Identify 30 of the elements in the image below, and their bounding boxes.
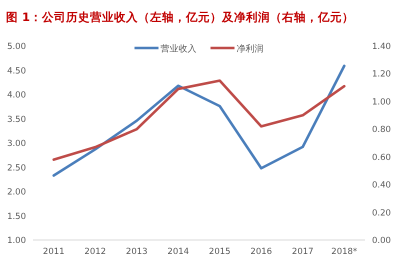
y-tick-label: 1.00	[7, 236, 26, 246]
y2-tick-label: 1.00	[372, 97, 391, 108]
x-tick-label: 2013	[126, 247, 148, 257]
x-tick-label: 2012	[84, 247, 106, 257]
y-tick-label: 3.00	[7, 139, 26, 149]
y2-tick-label: 0.60	[372, 152, 391, 163]
y-tick-label: 3.50	[7, 114, 26, 125]
y-tick-label: 4.50	[7, 66, 26, 76]
y-tick-label: 1.50	[7, 212, 26, 222]
x-tick-label: 2015	[208, 247, 231, 257]
legend-label: 净利润	[236, 44, 264, 54]
x-tick-label: 2011	[42, 247, 65, 257]
y2-tick-label: 0.40	[372, 180, 391, 191]
y2-tick-label: 0.20	[372, 208, 391, 218]
y-tick-label: 5.00	[7, 42, 26, 52]
x-tick-label: 2017	[292, 247, 314, 257]
y2-tick-label: 0.80	[372, 125, 391, 136]
x-tick-label: 2018*	[331, 247, 358, 257]
y-tick-label: 2.50	[7, 163, 26, 174]
x-tick-label: 2016	[250, 247, 272, 257]
y2-tick-label: 0.00	[372, 236, 391, 246]
x-tick-label: 2014	[167, 247, 190, 257]
line-series	[52, 79, 346, 161]
y-tick-label: 2.00	[7, 188, 26, 198]
y-tick-label: 4.00	[7, 90, 26, 100]
y2-tick-label: 1.40	[372, 42, 391, 52]
legend-label: 营业收入	[160, 44, 196, 54]
line-series	[52, 64, 346, 177]
y2-tick-label: 1.20	[372, 70, 391, 80]
chart-title: 图 1：公司历史营业收入（左轴，亿元）及净利润（右轴，亿元）	[6, 10, 354, 24]
